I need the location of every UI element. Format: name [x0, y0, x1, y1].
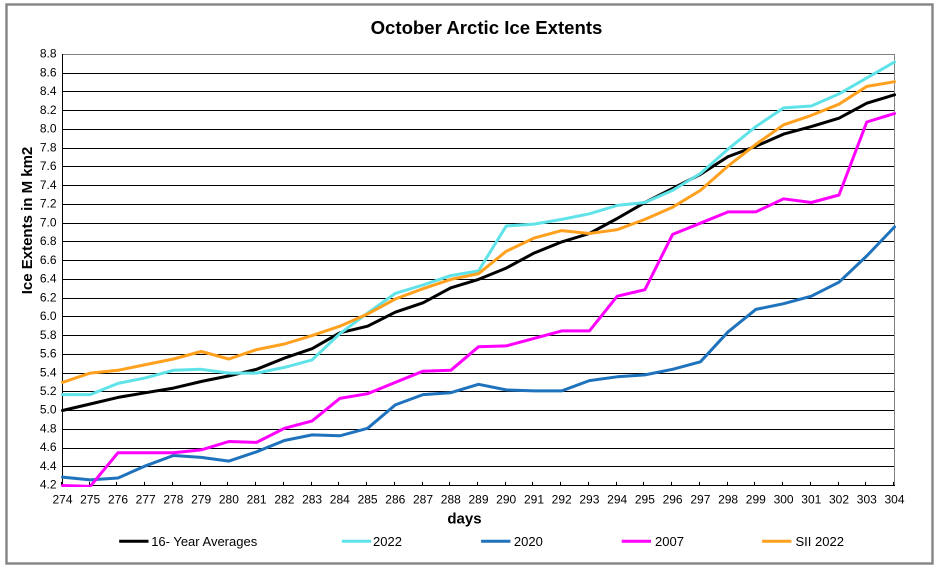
svg-text:6.0: 6.0 [40, 309, 57, 323]
svg-text:289: 289 [468, 493, 488, 507]
svg-text:280: 280 [219, 493, 239, 507]
svg-text:276: 276 [108, 493, 128, 507]
svg-text:284: 284 [330, 493, 350, 507]
svg-text:300: 300 [774, 493, 794, 507]
svg-text:8.2: 8.2 [40, 103, 57, 117]
svg-text:6.2: 6.2 [40, 290, 57, 304]
svg-text:16- Year Averages: 16- Year Averages [151, 534, 258, 549]
svg-text:296: 296 [663, 493, 683, 507]
svg-text:290: 290 [496, 493, 516, 507]
svg-text:293: 293 [579, 493, 599, 507]
svg-text:Ice Extents in M km2: Ice Extents in M km2 [19, 147, 36, 295]
svg-text:2022: 2022 [373, 534, 402, 549]
svg-text:6.8: 6.8 [40, 234, 57, 248]
svg-text:2007: 2007 [655, 534, 684, 549]
svg-text:297: 297 [690, 493, 710, 507]
svg-text:days: days [447, 511, 481, 528]
svg-text:292: 292 [552, 493, 572, 507]
svg-text:4.8: 4.8 [40, 422, 57, 436]
svg-text:279: 279 [191, 493, 211, 507]
svg-text:291: 291 [524, 493, 544, 507]
svg-text:301: 301 [801, 493, 821, 507]
svg-text:7.2: 7.2 [40, 197, 57, 211]
svg-text:283: 283 [302, 493, 322, 507]
svg-text:295: 295 [635, 493, 655, 507]
svg-text:7.4: 7.4 [40, 178, 57, 192]
svg-text:8.6: 8.6 [40, 65, 57, 79]
svg-text:285: 285 [358, 493, 378, 507]
svg-text:7.6: 7.6 [40, 159, 57, 173]
svg-text:274: 274 [52, 493, 72, 507]
svg-text:278: 278 [163, 493, 183, 507]
svg-text:286: 286 [385, 493, 405, 507]
svg-text:282: 282 [274, 493, 294, 507]
svg-text:2020: 2020 [514, 534, 543, 549]
svg-text:277: 277 [136, 493, 156, 507]
svg-text:5.0: 5.0 [40, 403, 57, 417]
svg-text:8.0: 8.0 [40, 122, 57, 136]
svg-text:288: 288 [441, 493, 461, 507]
svg-text:5.6: 5.6 [40, 347, 57, 361]
svg-text:304: 304 [884, 493, 904, 507]
svg-text:October Arctic Ice Extents: October Arctic Ice Extents [371, 17, 603, 38]
svg-text:298: 298 [718, 493, 738, 507]
svg-text:299: 299 [746, 493, 766, 507]
svg-text:5.2: 5.2 [40, 384, 57, 398]
svg-text:4.4: 4.4 [40, 459, 57, 473]
svg-text:294: 294 [607, 493, 627, 507]
svg-text:8.4: 8.4 [40, 84, 57, 98]
svg-text:6.6: 6.6 [40, 253, 57, 267]
svg-text:303: 303 [857, 493, 877, 507]
svg-text:4.6: 4.6 [40, 440, 57, 454]
svg-text:302: 302 [829, 493, 849, 507]
svg-text:6.4: 6.4 [40, 272, 57, 286]
svg-text:281: 281 [247, 493, 267, 507]
svg-text:5.8: 5.8 [40, 328, 57, 342]
svg-text:7.8: 7.8 [40, 140, 57, 154]
svg-text:275: 275 [80, 493, 100, 507]
svg-text:7.0: 7.0 [40, 215, 57, 229]
svg-text:5.4: 5.4 [40, 365, 57, 379]
svg-text:287: 287 [413, 493, 433, 507]
svg-text:8.8: 8.8 [40, 47, 57, 61]
svg-text:4.2: 4.2 [40, 478, 57, 492]
svg-text:SII 2022: SII 2022 [796, 534, 844, 549]
